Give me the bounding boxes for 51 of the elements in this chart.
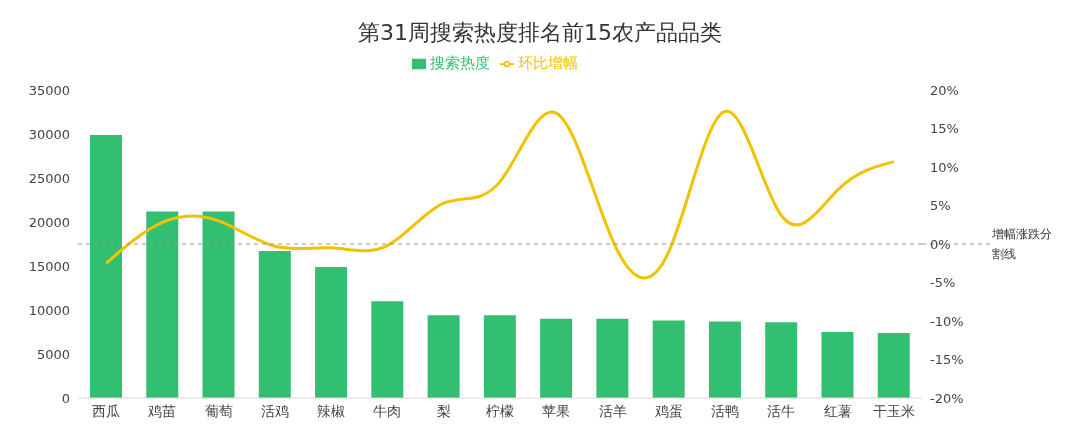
y2-tick-label: -20% bbox=[930, 390, 964, 406]
bar bbox=[765, 322, 798, 398]
x-tick-label: 活牛 bbox=[767, 402, 796, 419]
bar bbox=[708, 321, 741, 398]
bar bbox=[652, 320, 685, 398]
bar bbox=[258, 251, 291, 398]
y-tick-label: 15000 bbox=[28, 258, 70, 274]
bar bbox=[483, 315, 516, 398]
x-tick-label: 苹果 bbox=[542, 402, 571, 419]
bar bbox=[427, 315, 460, 398]
y-tick-label: 35000 bbox=[28, 82, 70, 98]
y2-tick-label: -15% bbox=[930, 352, 964, 368]
y2-tick-label: -5% bbox=[930, 275, 956, 291]
bar bbox=[371, 301, 404, 398]
bar bbox=[596, 318, 629, 398]
y-tick-label: 10000 bbox=[28, 302, 70, 318]
y2-tick-label: 20% bbox=[930, 82, 959, 98]
x-tick-label: 红薯 bbox=[823, 402, 852, 419]
ref-line-label: 增幅涨跌分割线 bbox=[992, 226, 1053, 263]
x-tick-label: 干玉米 bbox=[872, 402, 915, 419]
legend-label: 环比增幅 bbox=[518, 54, 578, 72]
bar bbox=[821, 332, 854, 398]
bar bbox=[877, 332, 910, 398]
x-tick-label: 葡萄 bbox=[204, 402, 233, 419]
bar bbox=[146, 211, 179, 398]
x-tick-label: 活羊 bbox=[598, 402, 627, 419]
y-tick-label: 30000 bbox=[28, 126, 70, 142]
x-tick-label: 梨 bbox=[436, 402, 451, 419]
y2-tick-label: 5% bbox=[930, 198, 951, 214]
bar bbox=[202, 211, 235, 398]
y2-tick-label: 15% bbox=[930, 121, 959, 137]
y-tick-label: 25000 bbox=[28, 170, 70, 186]
x-tick-label: 柠檬 bbox=[486, 402, 514, 419]
bar bbox=[540, 318, 573, 398]
x-tick-label: 活鸭 bbox=[711, 402, 740, 419]
bar bbox=[90, 134, 122, 398]
y-tick-label: 5000 bbox=[36, 346, 70, 362]
x-tick-label: 西瓜 bbox=[92, 402, 121, 419]
x-tick-label: 活鸡 bbox=[260, 402, 289, 419]
x-tick-label: 鸡苗 bbox=[147, 402, 177, 419]
y2-tick-label: -10% bbox=[930, 313, 964, 329]
y2-tick-label: 10% bbox=[930, 159, 959, 175]
y2-tick-label: 0% bbox=[930, 236, 951, 252]
bar bbox=[315, 266, 348, 398]
chart-title: 第31周搜索热度排名前15农产品品类 bbox=[357, 19, 723, 47]
legend-label: 搜索热度 bbox=[430, 54, 490, 72]
x-tick-label: 鸡蛋 bbox=[653, 402, 683, 419]
x-tick-label: 辣椒 bbox=[317, 402, 346, 419]
y-tick-label: 0 bbox=[61, 390, 70, 406]
y-tick-label: 20000 bbox=[28, 214, 70, 230]
x-tick-label: 牛肉 bbox=[373, 402, 402, 419]
